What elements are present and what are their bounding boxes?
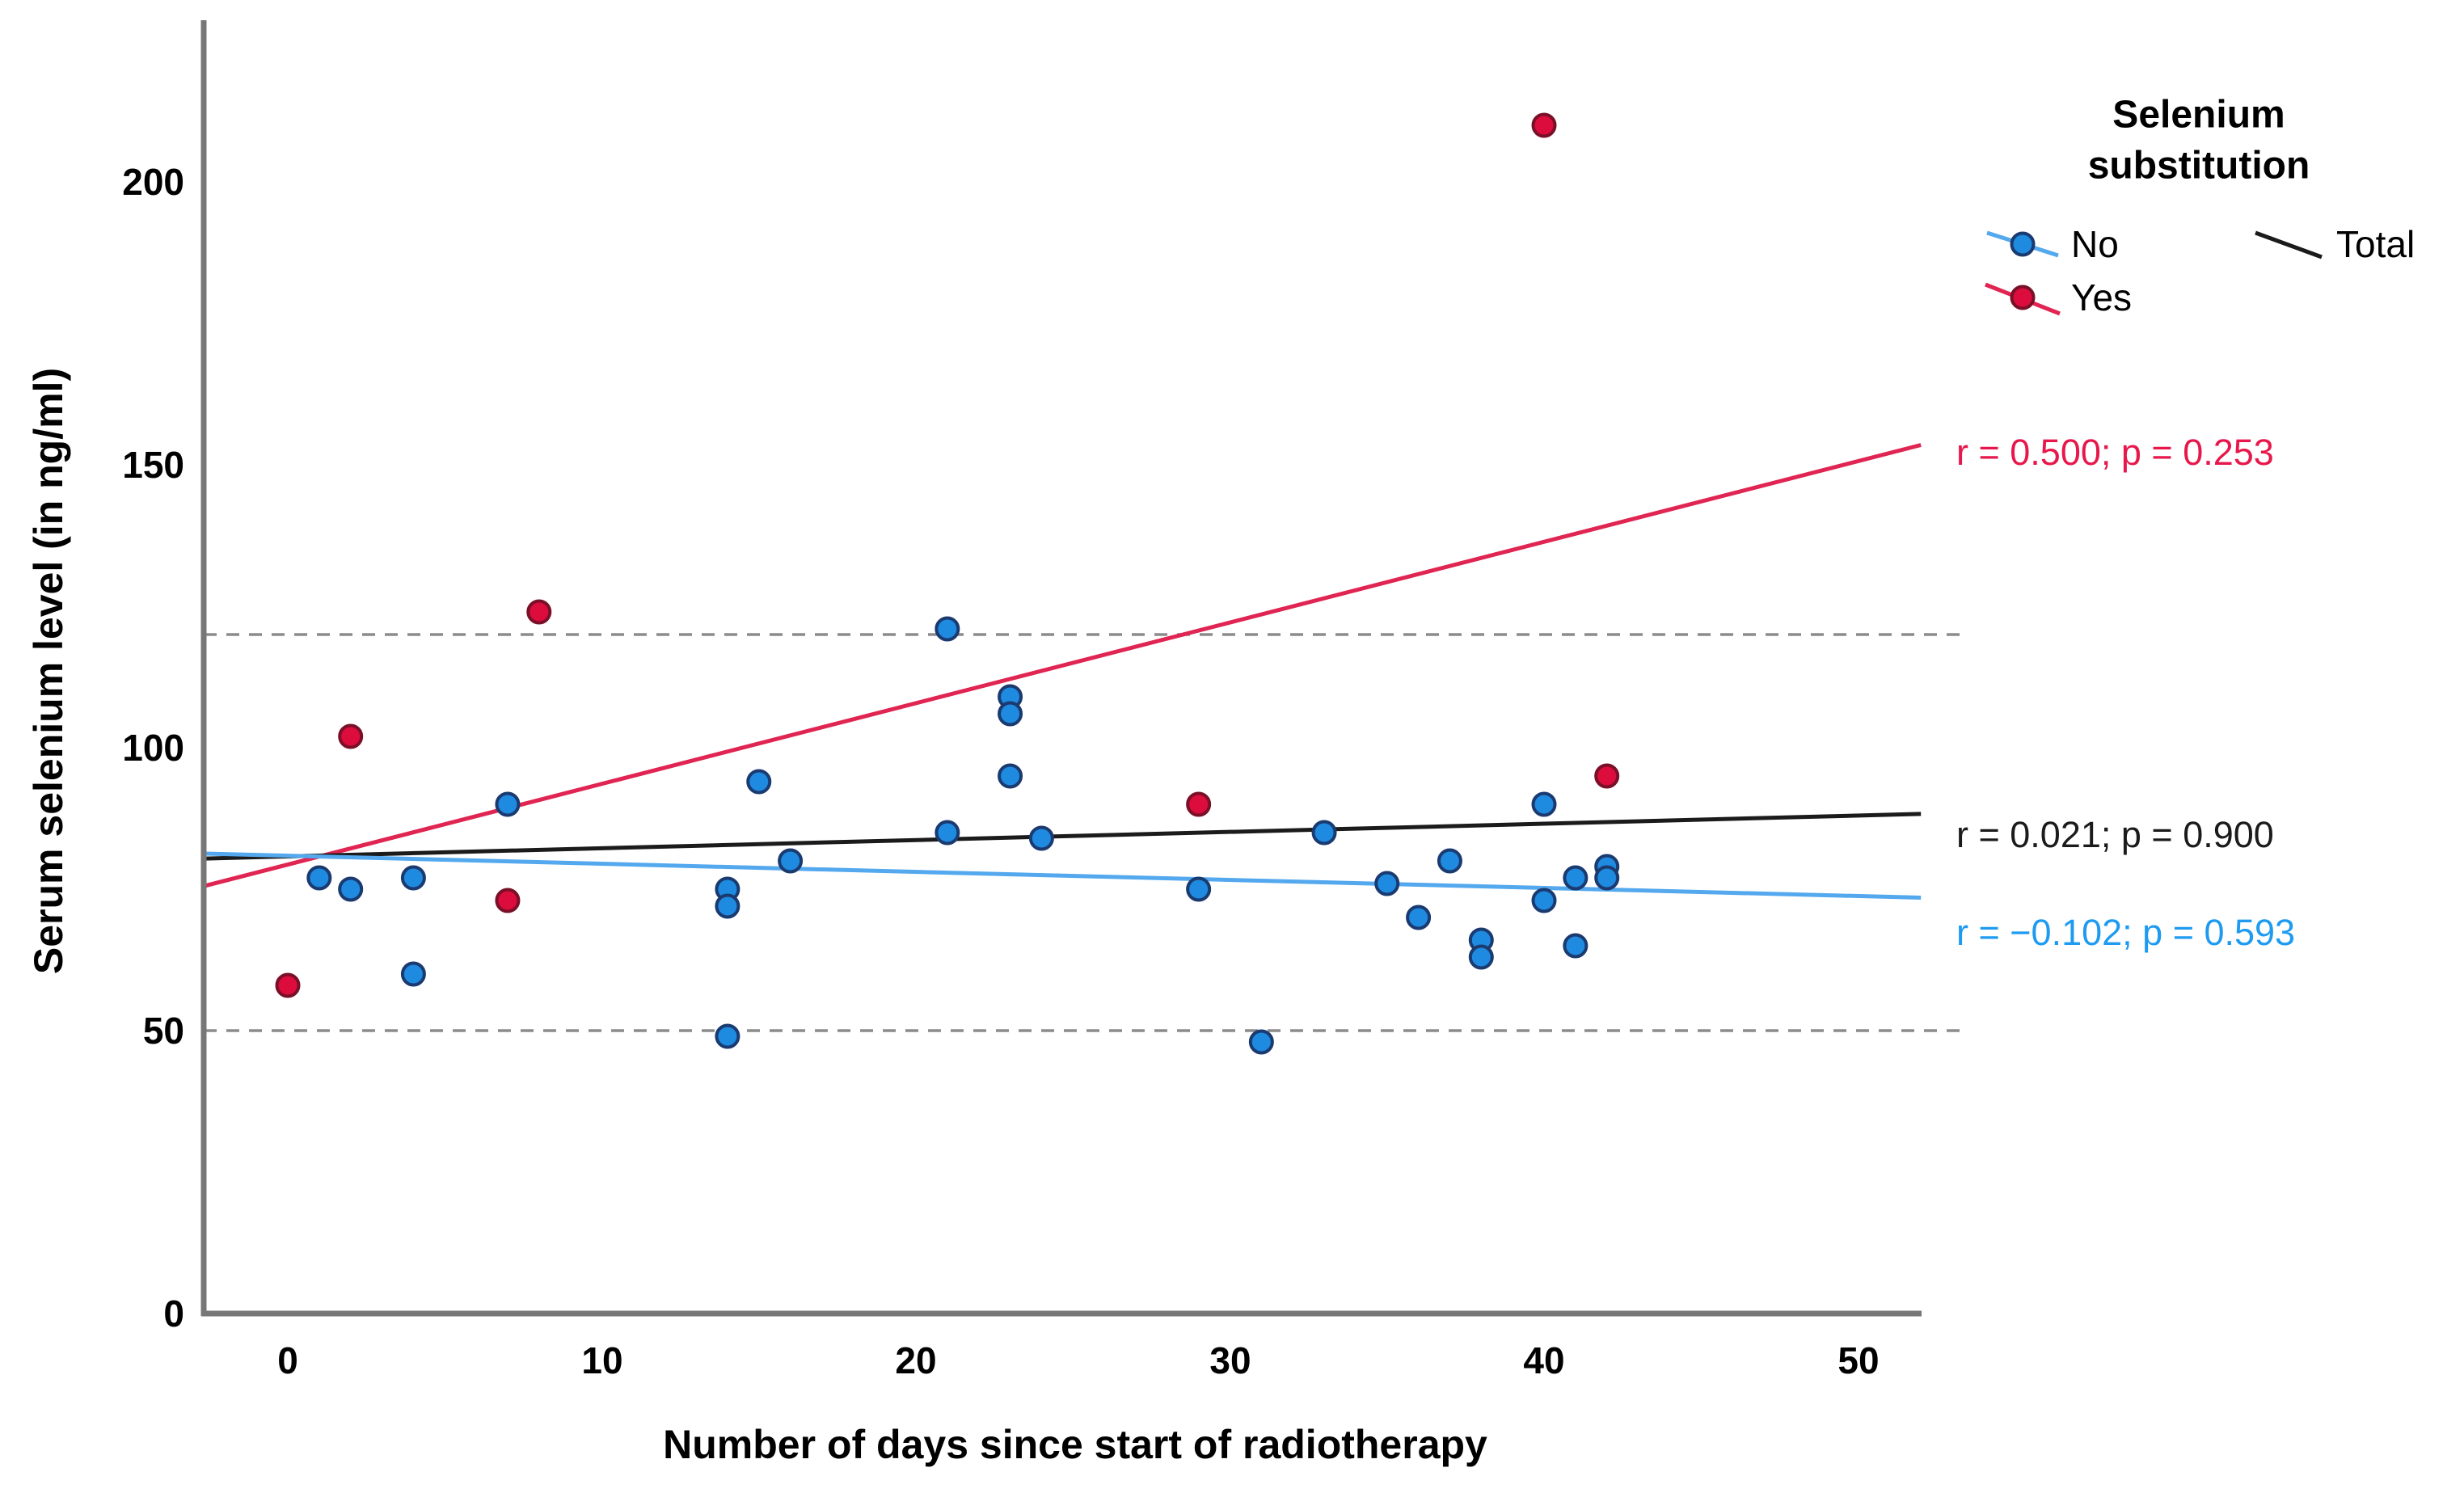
x-tick-50: 50 [1837, 1339, 1880, 1381]
data-point-yes [526, 599, 552, 625]
y-tick-0: 0 [163, 1293, 184, 1335]
data-point-no [715, 1023, 740, 1049]
data-point-no [338, 876, 364, 902]
x-tick-40: 40 [1523, 1339, 1565, 1381]
annotation-yes: r = 0.500; p = 0.253 [1956, 432, 2274, 473]
x-tick-0: 0 [277, 1339, 298, 1381]
data-point-no [1437, 848, 1462, 874]
data-point-no [1374, 871, 1400, 896]
legend-title-line1: Selenium [2112, 93, 2285, 137]
data-point-no [935, 616, 960, 642]
data-point-yes [338, 723, 364, 749]
annotation-total: r = 0.021; p = 0.900 [1956, 814, 2274, 855]
x-tick-30: 30 [1209, 1339, 1251, 1381]
x-axis-title: Number of days since start of radiothera… [663, 1422, 1487, 1467]
legend-marker-yes-icon [2010, 285, 2036, 310]
x-tick-20: 20 [895, 1339, 937, 1381]
data-point-yes [275, 972, 301, 998]
data-point-yes [1594, 763, 1620, 789]
legend-label-yes: Yes [2071, 276, 2133, 318]
data-point-no [1248, 1029, 1274, 1055]
fit-line-no [203, 851, 1922, 900]
data-point-no [935, 820, 960, 846]
y-tick-50: 50 [142, 1010, 184, 1052]
legend-title-line2: substitution [2087, 144, 2310, 188]
data-point-yes [1186, 791, 1212, 817]
data-point-no [715, 893, 740, 919]
data-point-no [306, 865, 332, 891]
data-point-no [998, 763, 1023, 789]
legend-marker-no-icon [2010, 231, 2036, 257]
data-point-no [1531, 791, 1557, 817]
legend-marker-total-icon [2255, 230, 2323, 259]
data-point-yes [495, 888, 521, 913]
legend-label-total: Total [2336, 223, 2415, 265]
fit-line-total [203, 812, 1922, 861]
legend-label-no: No [2071, 223, 2119, 265]
data-point-no [400, 865, 426, 891]
data-point-no [1594, 865, 1620, 891]
data-point-no [1563, 865, 1589, 891]
data-point-yes [1531, 112, 1557, 138]
data-point-no [746, 769, 772, 795]
data-point-no [1311, 820, 1337, 846]
y-tick-100: 100 [122, 727, 184, 769]
data-point-no [1468, 944, 1494, 970]
data-point-no [1531, 888, 1557, 913]
y-tick-150: 150 [122, 444, 184, 486]
y-tick-200: 200 [122, 161, 184, 203]
data-point-no [495, 791, 521, 817]
data-point-no [1563, 933, 1589, 959]
data-point-no [1186, 876, 1212, 902]
data-point-no [1406, 905, 1432, 930]
data-point-no [1028, 825, 1054, 851]
data-point-no [778, 848, 804, 874]
data-point-no [400, 961, 426, 987]
data-point-no [998, 701, 1023, 727]
annotation-no: r = −0.102; p = 0.593 [1956, 912, 2296, 953]
fit-line-yes [202, 443, 1922, 888]
x-tick-10: 10 [581, 1339, 623, 1381]
